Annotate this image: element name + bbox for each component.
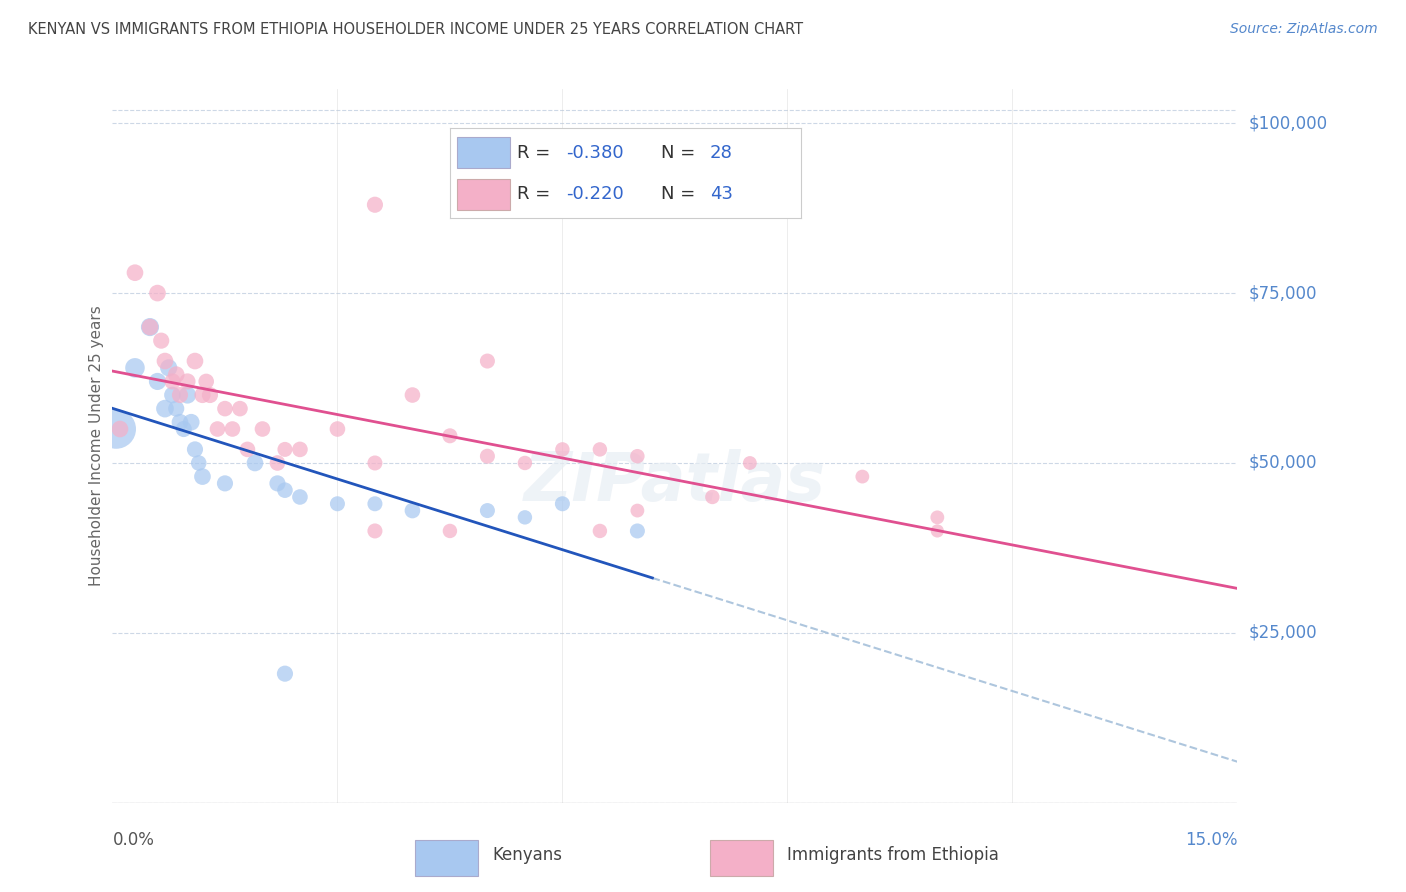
Point: [146, 286, 169, 301]
Point: [927, 524, 949, 538]
Point: [214, 476, 236, 491]
Point: [439, 524, 461, 538]
Text: $50,000: $50,000: [1249, 454, 1317, 472]
Point: [153, 401, 176, 416]
Point: [551, 497, 574, 511]
Point: [589, 442, 612, 457]
Point: [169, 388, 191, 402]
Point: [198, 388, 221, 402]
Text: 15.0%: 15.0%: [1185, 831, 1237, 849]
Text: 43: 43: [710, 185, 733, 202]
Point: [274, 483, 297, 498]
Point: [288, 490, 311, 504]
Point: [165, 368, 187, 382]
Point: [108, 422, 131, 436]
Text: KENYAN VS IMMIGRANTS FROM ETHIOPIA HOUSEHOLDER INCOME UNDER 25 YEARS CORRELATION: KENYAN VS IMMIGRANTS FROM ETHIOPIA HOUSE…: [28, 22, 803, 37]
Point: [439, 429, 461, 443]
Point: [266, 476, 288, 491]
FancyBboxPatch shape: [710, 839, 773, 876]
Point: [184, 354, 207, 368]
Y-axis label: Householder Income Under 25 years: Householder Income Under 25 years: [89, 306, 104, 586]
Point: [195, 375, 218, 389]
Text: N =: N =: [661, 185, 700, 202]
Text: $25,000: $25,000: [1249, 624, 1317, 642]
Point: [139, 320, 162, 334]
Text: R =: R =: [517, 144, 555, 161]
Point: [513, 510, 536, 524]
Point: [401, 388, 423, 402]
Point: [187, 456, 209, 470]
Point: [236, 442, 259, 457]
Point: [626, 503, 648, 517]
Text: Source: ZipAtlas.com: Source: ZipAtlas.com: [1230, 22, 1378, 37]
Text: N =: N =: [661, 144, 700, 161]
Point: [266, 456, 288, 470]
Text: -0.380: -0.380: [567, 144, 623, 161]
Point: [153, 354, 176, 368]
Point: [139, 320, 162, 334]
Point: [274, 666, 297, 681]
Point: [124, 360, 146, 375]
FancyBboxPatch shape: [457, 137, 510, 168]
Point: [124, 266, 146, 280]
Point: [477, 503, 499, 517]
Point: [626, 449, 648, 463]
Point: [364, 497, 387, 511]
Text: Immigrants from Ethiopia: Immigrants from Ethiopia: [787, 847, 1000, 864]
Point: [326, 422, 349, 436]
Point: [191, 388, 214, 402]
Text: 28: 28: [710, 144, 733, 161]
Point: [221, 422, 243, 436]
Point: [207, 422, 229, 436]
Point: [162, 375, 184, 389]
Point: [364, 198, 387, 212]
Point: [702, 490, 724, 504]
Point: [401, 503, 423, 517]
Point: [176, 375, 198, 389]
Point: [105, 422, 128, 436]
Text: Kenyans: Kenyans: [492, 847, 562, 864]
FancyBboxPatch shape: [415, 839, 478, 876]
Point: [173, 422, 195, 436]
Text: -0.220: -0.220: [567, 185, 624, 202]
Point: [214, 401, 236, 416]
Point: [364, 456, 387, 470]
Point: [274, 442, 297, 457]
Point: [252, 422, 274, 436]
Point: [165, 401, 187, 416]
Point: [589, 524, 612, 538]
Point: [738, 456, 761, 470]
FancyBboxPatch shape: [457, 179, 510, 210]
Point: [146, 375, 169, 389]
Point: [851, 469, 873, 483]
Point: [364, 524, 387, 538]
Point: [927, 510, 949, 524]
Point: [243, 456, 266, 470]
Point: [513, 456, 536, 470]
Point: [477, 354, 499, 368]
Point: [180, 415, 202, 429]
Point: [162, 388, 184, 402]
Text: R =: R =: [517, 185, 555, 202]
Point: [191, 469, 214, 483]
Point: [157, 360, 180, 375]
Text: ZIPatlas: ZIPatlas: [524, 449, 825, 515]
Point: [551, 442, 574, 457]
Point: [477, 449, 499, 463]
Point: [150, 334, 173, 348]
Point: [184, 442, 207, 457]
Text: $75,000: $75,000: [1249, 284, 1317, 302]
Point: [626, 524, 648, 538]
Point: [326, 497, 349, 511]
Point: [229, 401, 252, 416]
Point: [176, 388, 198, 402]
Point: [169, 415, 191, 429]
Text: $100,000: $100,000: [1249, 114, 1327, 132]
Text: 0.0%: 0.0%: [112, 831, 155, 849]
Point: [288, 442, 311, 457]
